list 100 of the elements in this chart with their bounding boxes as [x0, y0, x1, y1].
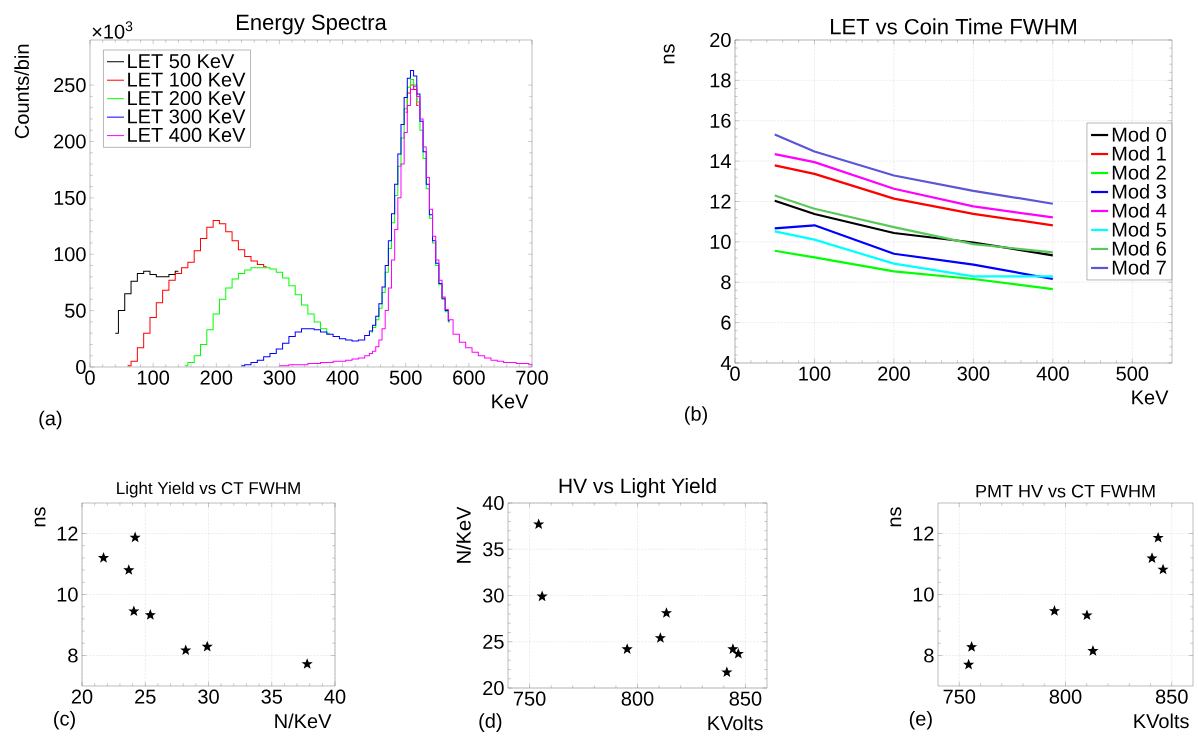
chart-title: LET vs Coin Time FWHM [831, 18, 1076, 35]
x-tick-label: 400 [326, 370, 359, 385]
point [181, 645, 191, 655]
y-axis-title: Counts/bin [14, 44, 29, 139]
y-tick-label: 14 [710, 154, 731, 168]
legend-label: Mod 2 [1112, 165, 1166, 180]
x-axis-title: N/KeV [275, 713, 332, 729]
y-tick-label: 25 [483, 634, 504, 649]
x-tick-label: 40 [324, 689, 346, 704]
y-tick-label: 35 [483, 542, 504, 557]
y-axis-title: ns [890, 507, 902, 527]
x-tick-label: 35 [261, 689, 283, 704]
point [728, 644, 738, 654]
line-series [773, 249, 1054, 291]
legend-label: LET 400 KeV [128, 127, 246, 143]
legend-label: Mod 5 [1112, 221, 1166, 237]
x-axis-title: KeV [492, 394, 529, 409]
line-series [773, 230, 1054, 278]
point [622, 644, 632, 654]
y-tick-label: 200 [54, 134, 86, 149]
x-tick-label: 750 [943, 689, 976, 704]
legend-label: LET 200 KeV [128, 90, 246, 106]
x-tick-label: 30 [198, 689, 219, 704]
y-tick-label: 12 [913, 526, 934, 541]
x-tick-label: 100 [137, 370, 170, 385]
point [202, 642, 212, 651]
point [1088, 646, 1098, 655]
x-tick-label: 500 [389, 370, 422, 385]
y-tick-label: 6 [721, 315, 731, 330]
y-tick-label: 4 [720, 356, 731, 370]
point [655, 633, 665, 642]
x-tick-label: 700 [516, 370, 548, 385]
point [124, 565, 134, 574]
y-tick-label: 20 [710, 32, 731, 48]
line-series [773, 133, 1054, 205]
x-axis-title: KVolts [1134, 713, 1189, 729]
x-tick-label: 25 [135, 689, 156, 704]
point [129, 606, 139, 616]
point [964, 660, 974, 669]
point [733, 649, 743, 658]
x-tick-label: 800 [621, 691, 654, 706]
chart-title: Light Yield vs CT FWHM [117, 481, 300, 498]
x-axis-title: KVolts [708, 715, 763, 731]
point [534, 519, 544, 529]
x-tick-label: 200 [200, 370, 233, 385]
legend-label: LET 300 KeV [128, 109, 246, 124]
y-tick-label: 16 [710, 113, 731, 128]
x-tick-label: 850 [729, 691, 762, 706]
point [145, 610, 155, 619]
chart-title: HV vs Light Yield [559, 477, 716, 498]
text: ×10$^{3}$ [92, 21, 133, 39]
y-tick-label: 8 [68, 648, 78, 663]
x-tick-label: 300 [957, 366, 990, 381]
chart-title: Energy Spectra [236, 14, 387, 35]
x-tick-label: 300 [263, 370, 296, 385]
legend-label: Mod 4 [1112, 203, 1167, 218]
x-tick-label: 200 [878, 366, 910, 381]
legend-label: Mod 3 [1112, 184, 1166, 199]
y-tick-label: 250 [54, 78, 86, 93]
legend-label: Mod 0 [1112, 127, 1166, 142]
legend-label: LET 50 KeV [128, 54, 235, 69]
legend-label: LET 100 KeV [128, 72, 246, 87]
point [1153, 533, 1163, 542]
x-tick-label: 800 [1049, 689, 1082, 704]
line-series [773, 152, 1054, 219]
x-tick-label: 750 [513, 691, 546, 706]
point [130, 532, 140, 542]
y-tick-label: 50 [65, 303, 86, 318]
point [302, 659, 312, 668]
x-tick-label: 400 [1036, 366, 1069, 381]
x-tick-label: 850 [1155, 689, 1188, 704]
y-tick-label: 18 [710, 73, 731, 88]
y-tick-label: 10 [913, 587, 934, 602]
y-tick-label: 150 [54, 190, 86, 205]
y-tick-label: 30 [483, 588, 504, 603]
point [1147, 553, 1157, 563]
text: (c) [54, 710, 75, 730]
x-axis-title: KeV [1132, 390, 1169, 405]
y-tick-label: 10 [710, 234, 731, 249]
y-tick-label: 12 [710, 194, 731, 209]
point [967, 642, 977, 651]
point [1158, 564, 1168, 574]
y-tick-label: 8 [721, 275, 731, 290]
y-tick-label: 100 [54, 247, 86, 262]
chart-title: PMT HV vs CT FWHM [976, 484, 1155, 498]
x-tick-label: 100 [799, 366, 831, 381]
y-axis-title: N/KeV [456, 506, 471, 563]
x-tick-label: 500 [1116, 366, 1149, 381]
text: (a) [39, 410, 62, 430]
point [537, 591, 547, 601]
legend-label: Mod 1 [1112, 146, 1166, 161]
line-series [773, 164, 1054, 227]
text: (b) [685, 406, 707, 425]
y-axis-title: ns [34, 507, 46, 527]
point [722, 667, 732, 677]
y-tick-label: 12 [57, 526, 78, 541]
point [1050, 606, 1059, 615]
legend-label: Mod 7 [1112, 259, 1166, 275]
y-tick-label: 40 [482, 495, 504, 511]
y-axis-title: ns [663, 44, 675, 64]
